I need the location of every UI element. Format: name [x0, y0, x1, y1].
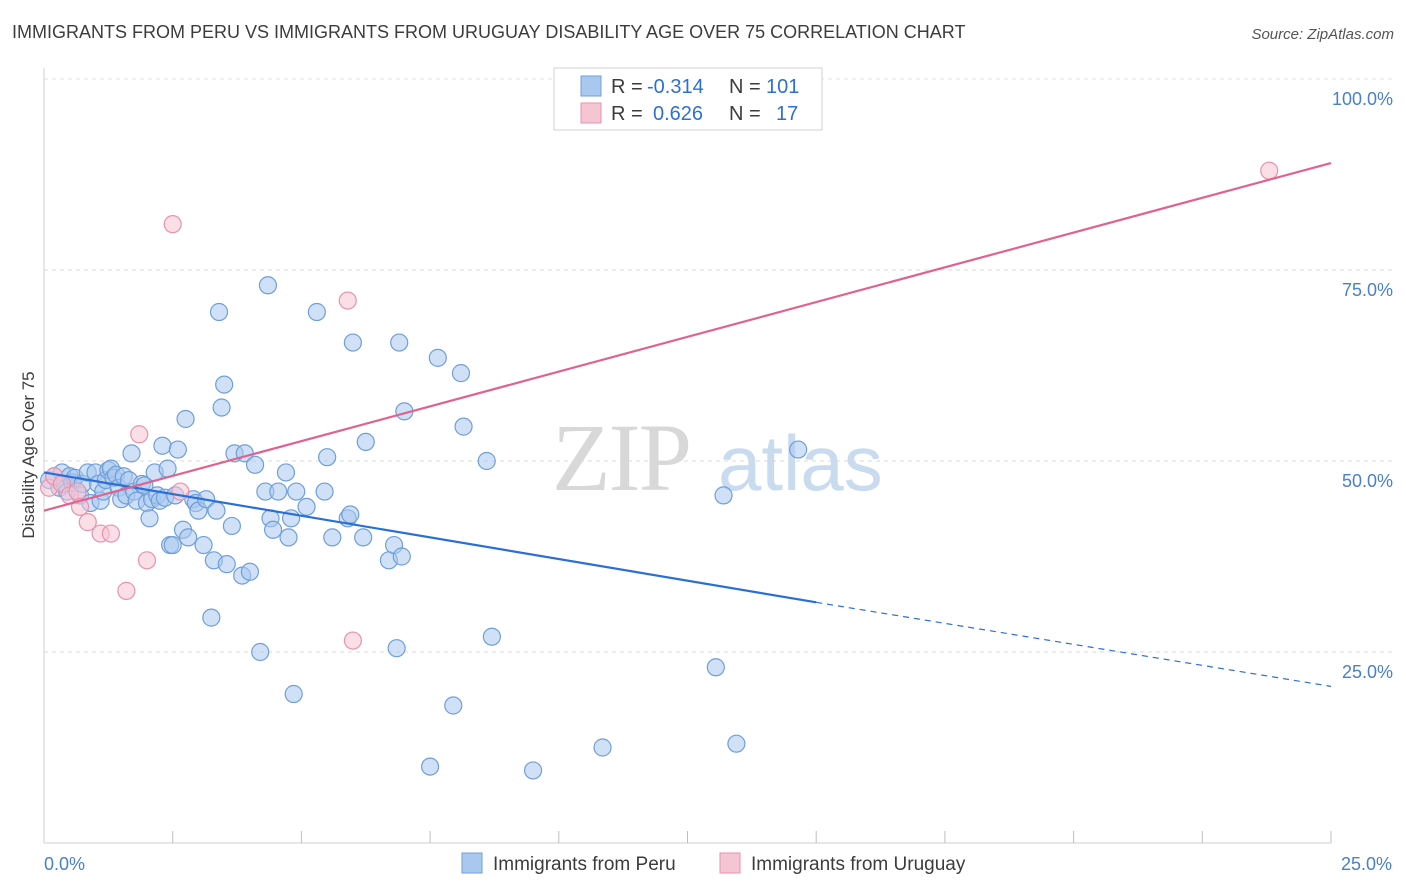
- chart-title: IMMIGRANTS FROM PERU VS IMMIGRANTS FROM …: [12, 22, 965, 42]
- peru-point: [240, 562, 260, 581]
- x-tick-label-min: 0.0%: [44, 854, 85, 874]
- peru-point: [789, 440, 808, 459]
- peru-point: [454, 417, 473, 436]
- peru-point: [428, 348, 447, 367]
- peru-point: [179, 528, 198, 547]
- peru-point: [392, 547, 411, 566]
- legend-r-value-uruguay: 0.626: [653, 103, 703, 125]
- legend-n-value-peru: 101: [766, 76, 799, 98]
- peru-point: [209, 302, 229, 322]
- peru-point: [269, 482, 288, 501]
- peru-point: [222, 516, 242, 536]
- peru-point: [323, 528, 342, 547]
- peru-point: [341, 505, 360, 524]
- legend-r-label-uruguay: R =: [611, 103, 643, 125]
- chart-source: Source: ZipAtlas.com: [1251, 26, 1394, 43]
- peru-point: [284, 684, 303, 704]
- peru-point: [706, 658, 725, 677]
- peru-point: [245, 455, 265, 474]
- watermark-zip: ZIP: [552, 404, 690, 511]
- legend-n-label-uruguay: N =: [729, 103, 761, 125]
- watermark-atlas: atlas: [718, 419, 883, 507]
- peru-point: [390, 333, 409, 352]
- y-tick-label: 75.0%: [1342, 280, 1393, 300]
- y-tick-labels: 25.0% 50.0% 75.0% 100.0%: [1332, 89, 1393, 682]
- uruguay-point: [101, 524, 121, 543]
- peru-point: [202, 608, 221, 627]
- uruguay-point: [78, 513, 97, 532]
- bottom-legend-label-peru: Immigrants from Peru: [493, 854, 676, 875]
- uruguay-trend-line: [43, 161, 1332, 512]
- legend-bottom: Immigrants from Peru Immigrants from Uru…: [461, 852, 966, 875]
- peru-point: [176, 409, 195, 429]
- legend-r-label-peru: R =: [611, 76, 643, 98]
- series-uruguay-points: [40, 161, 1279, 650]
- peru-point: [307, 302, 326, 322]
- legend-swatch-peru: [580, 75, 602, 97]
- y-tick-label: 50.0%: [1342, 471, 1393, 491]
- peru-point: [279, 528, 298, 547]
- peru-point: [287, 482, 306, 501]
- peru-point: [251, 642, 270, 662]
- peru-point: [593, 738, 612, 757]
- legend-n-value-uruguay: 17: [776, 103, 798, 125]
- x-tick-label-max: 25.0%: [1341, 854, 1392, 874]
- peru-point: [263, 520, 283, 539]
- peru-point: [482, 627, 501, 646]
- y-tick-label: 25.0%: [1342, 662, 1393, 682]
- trend-lines: [43, 161, 1332, 687]
- peru-point: [258, 276, 278, 295]
- peru-point: [421, 757, 440, 776]
- peru-point: [212, 398, 231, 417]
- peru-point: [207, 501, 226, 520]
- series-peru-points: [40, 276, 808, 780]
- peru-point: [217, 555, 236, 574]
- watermark: ZIP atlas: [552, 404, 883, 511]
- peru-point: [315, 482, 334, 501]
- peru-point: [444, 696, 463, 715]
- peru-point: [523, 761, 543, 780]
- uruguay-point: [130, 425, 149, 444]
- peru-point: [387, 639, 406, 658]
- peru-point: [297, 497, 316, 516]
- peru-point: [451, 364, 471, 383]
- uruguay-point: [338, 291, 357, 310]
- uruguay-point: [1260, 161, 1279, 180]
- peru-point: [153, 436, 172, 455]
- bottom-legend-swatch-uruguay: [719, 852, 741, 874]
- peru-point: [163, 535, 182, 555]
- uruguay-point: [117, 581, 136, 600]
- peru-point: [727, 734, 746, 753]
- peru-point: [714, 486, 733, 505]
- peru-point: [276, 463, 296, 482]
- legend-top: R = -0.314 N = 101 R = 0.626 N = 17: [553, 67, 823, 131]
- peru-point: [168, 440, 187, 459]
- peru-point: [356, 432, 375, 451]
- bottom-legend-label-uruguay: Immigrants from Uruguay: [751, 854, 966, 875]
- uruguay-point: [343, 631, 362, 650]
- legend-swatch-uruguay: [580, 102, 602, 124]
- peru-point: [194, 535, 213, 555]
- peru-point: [477, 451, 496, 471]
- x-axis-ticks: [172, 831, 1332, 843]
- peru-point: [318, 448, 337, 467]
- uruguay-point: [68, 482, 87, 501]
- peru-trend-line: [43, 471, 817, 604]
- y-axis-label: Disability Age Over 75: [19, 371, 38, 538]
- legend-r-value-peru: -0.314: [647, 76, 704, 98]
- peru-trend-line-extension: [816, 601, 1332, 687]
- legend-n-label-peru: N =: [729, 76, 761, 98]
- peru-point: [122, 444, 141, 463]
- uruguay-point: [137, 551, 157, 570]
- y-tick-label: 100.0%: [1332, 89, 1393, 109]
- peru-point: [140, 509, 159, 528]
- peru-point: [215, 375, 234, 394]
- uruguay-point: [163, 215, 182, 234]
- peru-point: [343, 333, 362, 352]
- bottom-legend-swatch-peru: [461, 852, 483, 874]
- peru-point: [354, 528, 373, 547]
